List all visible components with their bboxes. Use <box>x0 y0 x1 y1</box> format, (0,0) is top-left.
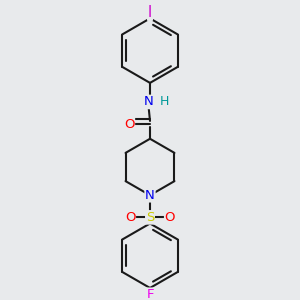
Text: N: N <box>145 189 155 202</box>
Text: S: S <box>146 211 154 224</box>
Text: I: I <box>148 5 152 20</box>
Text: O: O <box>165 211 175 224</box>
Text: H: H <box>160 95 169 108</box>
Text: O: O <box>124 118 134 130</box>
Text: O: O <box>125 211 135 224</box>
Text: N: N <box>144 95 153 108</box>
Text: F: F <box>146 288 154 300</box>
